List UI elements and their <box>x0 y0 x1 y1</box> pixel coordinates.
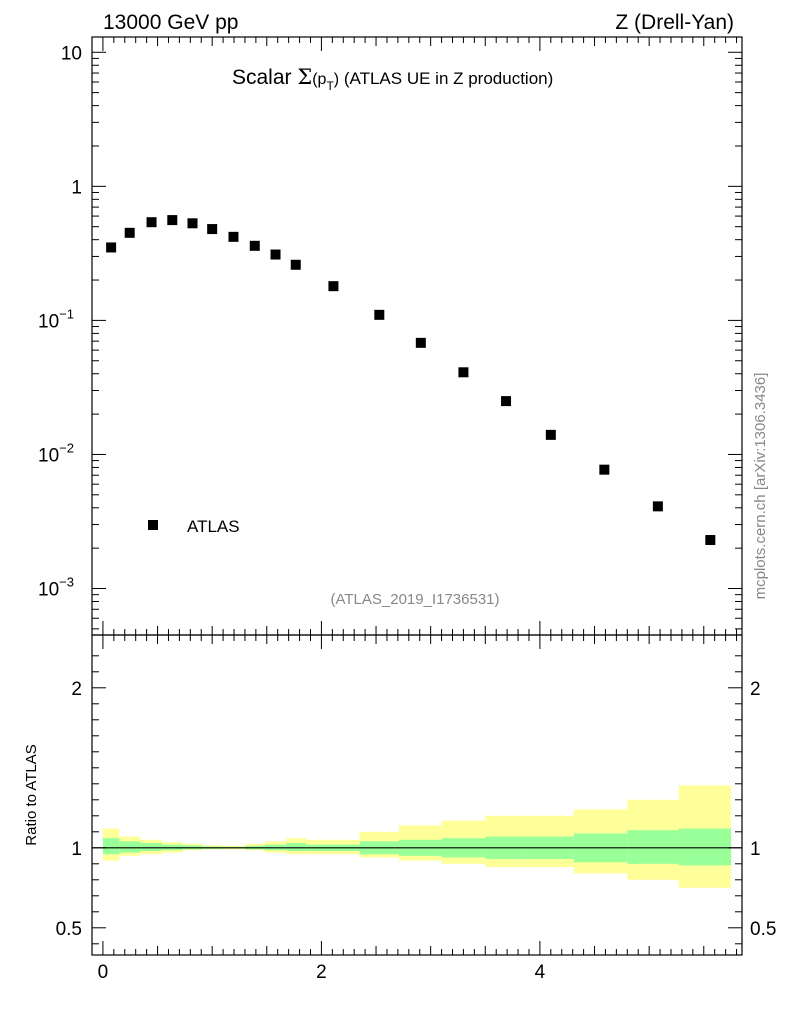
main-data-layer <box>106 215 716 546</box>
analysis-label: (ATLAS_2019_I1736531) <box>330 591 499 608</box>
ratio-x-tick-label: 2 <box>316 962 327 983</box>
plot-title-prefix: Scalar <box>232 66 297 89</box>
data-point <box>415 337 426 348</box>
axes-layer: 10 1 10−1 10−2 10−3 0 2 4 0.5 0.5 1 1 2 2 <box>38 37 776 983</box>
header-left: 13000 GeV pp <box>103 11 238 34</box>
plot-title-open: (p <box>312 71 326 88</box>
data-point <box>328 281 339 292</box>
data-point <box>228 231 239 242</box>
data-point <box>167 215 178 226</box>
data-point <box>599 464 610 475</box>
plot-title: Scalar Σ(pT) (ATLAS UE in Z production) <box>232 65 553 93</box>
main-y-tick-label: 10−3 <box>38 575 74 601</box>
main-panel-frame <box>91 36 743 636</box>
data-point <box>501 396 512 407</box>
ratio-x-tick-label: 0 <box>98 962 109 983</box>
ratio-panel-frame <box>91 634 743 956</box>
ratio-y-tick-label: 0.5 <box>56 919 82 940</box>
ratio-y-tick-label-right: 2 <box>750 679 761 700</box>
header-right: Z (Drell-Yan) <box>615 11 734 34</box>
data-point <box>249 240 260 251</box>
legend-marker <box>148 520 158 530</box>
ratio-data-layer <box>92 785 742 888</box>
data-point <box>290 259 301 270</box>
legend-label: ATLAS <box>187 517 240 536</box>
data-point <box>374 309 385 320</box>
plot-title-rest: (ATLAS UE in Z production) <box>339 69 553 88</box>
plot-title-close: ) <box>334 71 339 88</box>
main-y-tick-label: 10−1 <box>38 306 74 332</box>
ratio-band-inner <box>678 828 732 866</box>
plot-title-sigma: Σ <box>297 65 312 89</box>
data-point <box>270 249 281 260</box>
ratio-band-inner <box>102 838 120 855</box>
ratio-band-inner <box>286 843 307 851</box>
ratio-y-tick-label: 2 <box>71 679 82 700</box>
main-y-tick-label: 1 <box>71 177 82 198</box>
ratio-band-inner <box>140 843 162 851</box>
ratio-y-tick-label-right: 1 <box>750 839 761 860</box>
data-point <box>652 501 663 512</box>
ratio-y-tick-label-right: 0.5 <box>750 919 776 940</box>
ratio-x-tick-label: 4 <box>535 962 546 983</box>
main-y-tick-label: 10 <box>61 43 82 64</box>
side-label: mcplots.cern.ch [arXiv:1306.3436] <box>752 373 769 600</box>
data-point <box>545 429 556 440</box>
ratio-band-inner <box>119 841 141 853</box>
plot-title-sub: T <box>326 79 334 93</box>
ratio-band-inner <box>627 830 679 864</box>
data-point <box>458 367 469 378</box>
ratio-y-tick-label: 1 <box>71 839 82 860</box>
data-point <box>207 224 218 235</box>
data-point <box>124 227 135 238</box>
data-point <box>106 242 117 253</box>
data-point <box>187 218 198 229</box>
ratio-ylabel: Ratio to ATLAS <box>23 744 40 845</box>
data-point <box>146 217 157 228</box>
main-y-tick-label: 10−2 <box>38 440 74 466</box>
data-point <box>705 535 716 546</box>
